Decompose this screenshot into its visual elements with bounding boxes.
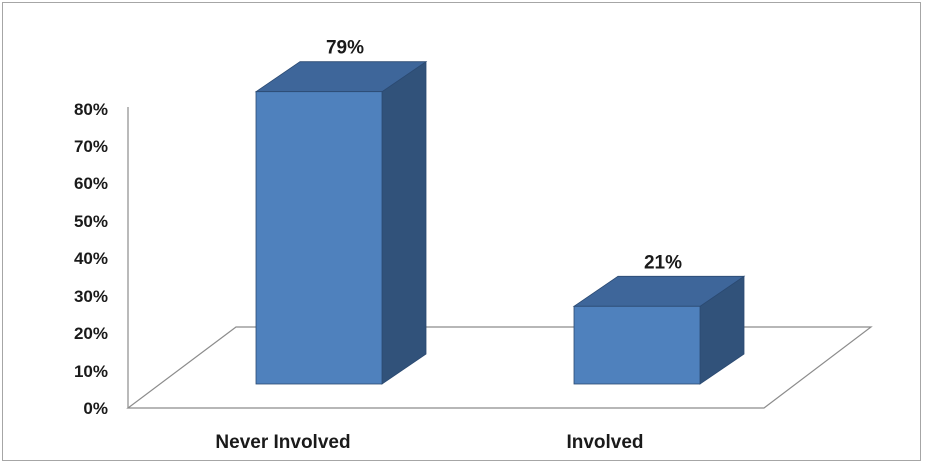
bars: 79% 21% [254,38,746,385]
y-tick-label: 50% [74,212,108,231]
y-tick-label: 40% [74,249,108,268]
bar-1: 79% [254,38,428,385]
category-label: Never Involved [215,432,350,453]
y-tick-label: 60% [74,174,108,193]
bar-front-face [255,91,383,385]
y-tick-label: 20% [74,324,108,343]
y-tick-label: 70% [74,137,108,156]
data-label: 21% [644,252,682,273]
category-labels: Never Involved Involved [215,432,643,453]
y-tick-label: 10% [74,362,108,381]
data-label: 79% [326,38,364,59]
y-axis-ticks: 0% 10% 20% 30% 40% 50% 60% 70% 80% [74,100,108,418]
floor-plane [126,326,873,409]
y-tick-label: 30% [74,287,108,306]
category-label: Involved [566,432,643,453]
bar-2: 21% [572,252,746,385]
y-tick-label: 0% [83,399,108,418]
chart-axes [126,107,873,409]
y-tick-label: 80% [74,100,108,119]
bar-side-face [381,60,427,385]
bar-front-face [573,305,701,385]
